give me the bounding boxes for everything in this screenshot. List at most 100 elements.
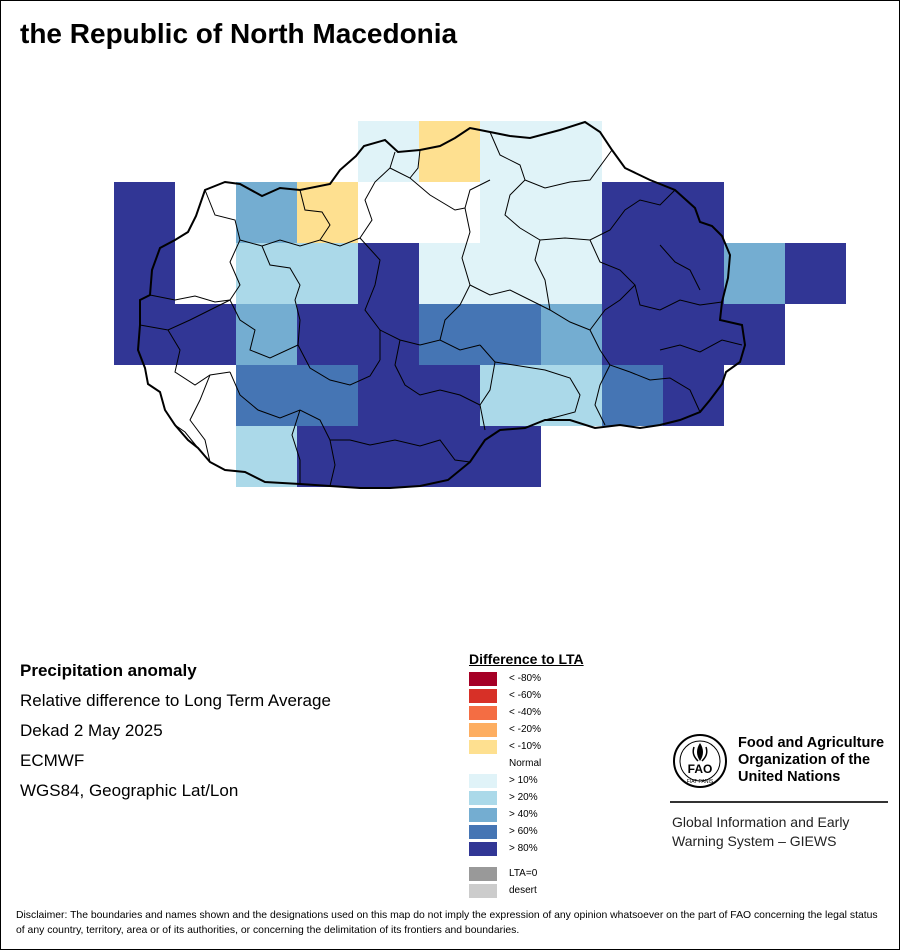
grid-cell <box>602 243 663 304</box>
fao-logo-motto: FIAT PANIS <box>687 779 714 785</box>
legend-label: > 10% <box>509 775 538 786</box>
legend-label: < -40% <box>509 707 541 718</box>
map-title: the Republic of North Macedonia <box>20 18 458 49</box>
legend-swatch <box>469 672 497 686</box>
fao-logo-text: FAO <box>688 762 713 776</box>
legend-swatch <box>469 842 497 856</box>
legend-item: desert <box>469 883 584 900</box>
grid-cell <box>419 365 480 426</box>
legend-label: > 20% <box>509 792 538 803</box>
map-info: Precipitation anomaly Relative differenc… <box>20 656 331 806</box>
legend-extra-items: LTA=0 desert <box>469 866 584 900</box>
municipal-boundaries <box>139 131 743 487</box>
legend-label: < -60% <box>509 690 541 701</box>
grid-cell <box>663 243 724 304</box>
info-line-source: ECMWF <box>20 751 85 770</box>
legend-label: Normal <box>509 758 542 769</box>
grid-cell <box>419 304 480 365</box>
grid-cell <box>541 243 602 304</box>
legend-item: > 10% <box>469 773 584 790</box>
giews-line: Warning System – GIEWS <box>672 833 837 849</box>
grid-cell <box>785 243 846 304</box>
grid-cell <box>480 304 541 365</box>
legend-items: < -80% < -60% < -40% < -20% < -10% Normal > 10… <box>469 671 584 858</box>
legend-swatch <box>469 825 497 839</box>
grid-cell <box>236 182 297 243</box>
grid-cell <box>297 304 358 365</box>
legend-item: < -80% <box>469 671 584 688</box>
info-line-description: Relative difference to Long Term Average <box>20 691 331 710</box>
admin-boundaries <box>136 120 747 489</box>
fao-name-line: Food and Agriculture <box>738 735 885 751</box>
grid-cell <box>602 182 663 243</box>
grid-cell <box>358 426 419 487</box>
grid-cell <box>663 182 724 243</box>
grid-cell <box>114 243 175 304</box>
grid-cell <box>236 365 297 426</box>
fao-name-line: Organization of the <box>738 752 871 768</box>
grid-cell <box>602 365 663 426</box>
anomaly-map <box>114 120 846 489</box>
grid-cell <box>419 243 480 304</box>
grid-cell <box>114 304 175 365</box>
grid-cell <box>480 182 541 243</box>
grid-cell <box>541 304 602 365</box>
grid-cell <box>663 304 724 365</box>
legend-label: < -20% <box>509 724 541 735</box>
legend-swatch <box>469 757 497 771</box>
legend-item: < -40% <box>469 705 584 722</box>
legend-item: > 60% <box>469 824 584 841</box>
legend-item: > 40% <box>469 807 584 824</box>
legend-item: > 20% <box>469 790 584 807</box>
legend-item: < -20% <box>469 722 584 739</box>
legend-swatch <box>469 884 497 898</box>
legend-swatch <box>469 774 497 788</box>
legend-swatch <box>469 740 497 754</box>
grid-cell <box>114 182 175 243</box>
legend-label: < -10% <box>509 741 541 752</box>
legend: Difference to LTA < -80% < -60% < -40% < -2… <box>469 651 584 900</box>
grid-cell <box>236 304 297 365</box>
giews-name: Global Information and Early Warning Sys… <box>672 813 888 851</box>
legend-label: < -80% <box>509 673 541 684</box>
legend-title: Difference to LTA <box>469 651 584 667</box>
grid-cell <box>663 365 724 426</box>
grid-cell <box>724 304 785 365</box>
legend-swatch <box>469 867 497 881</box>
fao-organization-name: Food and Agriculture Organization of the… <box>738 735 898 786</box>
grid-cell <box>541 182 602 243</box>
grid-cell <box>236 243 297 304</box>
grid-cell <box>602 304 663 365</box>
grid-cell <box>419 121 480 182</box>
grid-cell <box>480 121 541 182</box>
legend-label: desert <box>509 885 537 896</box>
grid-cell <box>297 243 358 304</box>
legend-item: < -60% <box>469 688 584 705</box>
info-line-period: Dekad 2 May 2025 <box>20 721 163 740</box>
legend-swatch <box>469 689 497 703</box>
grid-cell <box>358 365 419 426</box>
legend-label: LTA=0 <box>509 868 538 879</box>
grid-cell <box>541 121 602 182</box>
fao-logo-icon: FAO FIAT PANIS <box>673 734 727 788</box>
grid-cell <box>358 243 419 304</box>
grid-cell <box>419 426 480 487</box>
giews-line: Global Information and Early <box>672 814 850 830</box>
grid-cell <box>297 426 358 487</box>
legend-label: > 40% <box>509 809 538 820</box>
grid-cell <box>358 182 419 243</box>
grid-cell <box>297 182 358 243</box>
legend-item: > 80% <box>469 841 584 858</box>
legend-label: > 80% <box>509 843 538 854</box>
legend-item: < -10% <box>469 739 584 756</box>
grid-cell <box>175 304 236 365</box>
grid-cell <box>480 243 541 304</box>
grid-cell <box>297 365 358 426</box>
grid-cell <box>480 426 541 487</box>
fao-name-line: United Nations <box>738 769 841 785</box>
legend-swatch <box>469 808 497 822</box>
legend-item: Normal <box>469 756 584 773</box>
disclaimer: Disclaimer: The boundaries and names sho… <box>16 910 878 936</box>
legend-swatch <box>469 791 497 805</box>
legend-swatch <box>469 723 497 737</box>
